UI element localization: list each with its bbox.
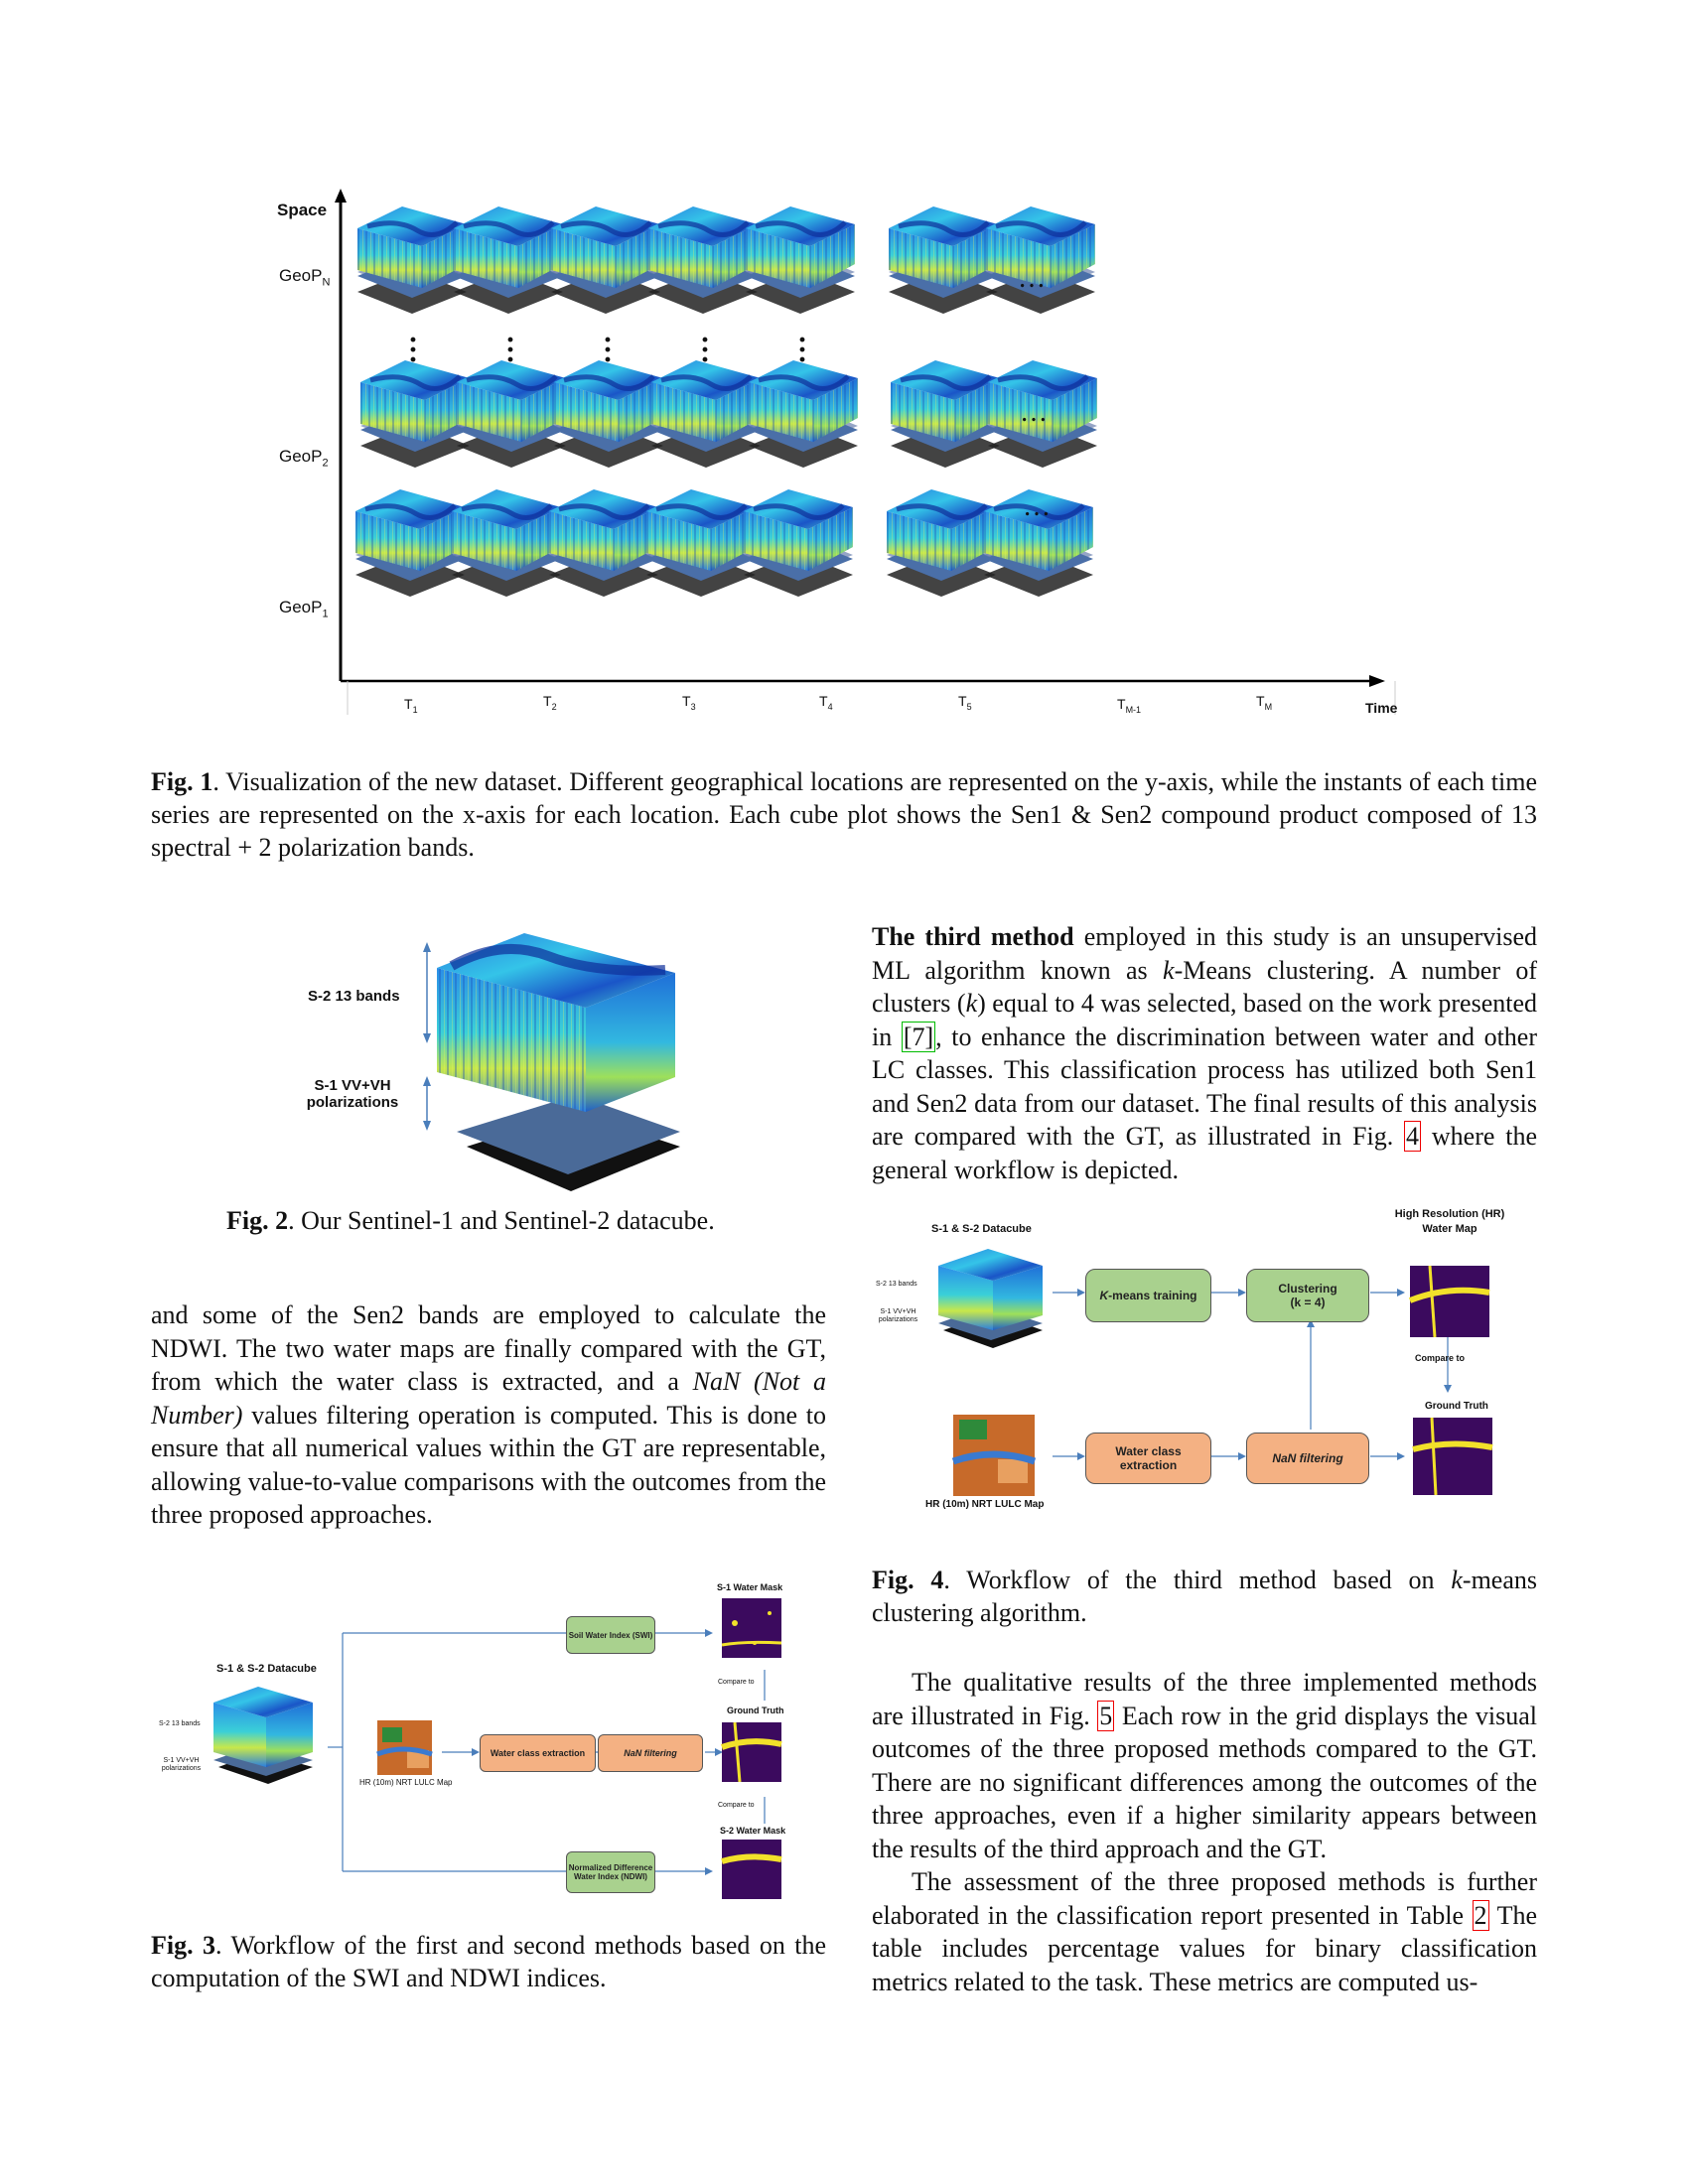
fig1-tick-tm: TM xyxy=(1256,693,1273,712)
fig1-tick-tm1: TM-1 xyxy=(1117,696,1142,715)
fig3-ndwi-box: Normalized Difference Water Index (NDWI) xyxy=(566,1851,655,1893)
fig3-datacube-title: S-1 & S-2 Datacube xyxy=(216,1663,317,1675)
fig4-lulc-label: HR (10m) NRT LULC Map xyxy=(925,1499,1045,1510)
fig1-vdots-1: · · · xyxy=(408,324,419,376)
figure-ref-5[interactable]: 5 xyxy=(1097,1700,1115,1731)
fig1-cube-grid xyxy=(273,189,1405,685)
figure-4: S-1 & S-2 Datacube S-2 13 bands S-1 VV+V… xyxy=(874,1208,1539,1519)
fig1-caption: Fig. 1. Visualization of the new dataset… xyxy=(151,767,1538,862)
fig3-s2-label: S-2 13 bands xyxy=(159,1720,201,1727)
fig1-ellipsis-row-n: … xyxy=(1018,263,1046,294)
table-ref-2[interactable]: 2 xyxy=(1472,1899,1489,1931)
fig2-s1-label: S-1 VV+VH polarizations xyxy=(306,1077,399,1111)
left-body-paragraph: and some of the Sen2 bands are employed … xyxy=(151,1300,826,1529)
fig1-y-axis-label: Space xyxy=(277,201,328,219)
cube-row-n xyxy=(357,206,1095,314)
fig1-row-label-2: GeoP2 xyxy=(279,447,329,470)
fig2-caption: Fig. 2. Our Sentinel-1 and Sentinel-2 da… xyxy=(226,1206,715,1235)
fig4-datacube-title: S-1 & S-2 Datacube xyxy=(931,1223,1032,1235)
qualitative-results-paragraph: The qualitative results of the three imp… xyxy=(872,1668,1537,1863)
fig4-caption: Fig. 4. Workflow of the third method bas… xyxy=(872,1566,1537,1627)
fig1-tick-t2: T2 xyxy=(543,693,557,712)
fig3-ground-truth-label: Ground Truth xyxy=(727,1706,784,1715)
fig4-compare-label: Compare to xyxy=(1415,1353,1466,1363)
citation-ref-7[interactable]: [7] xyxy=(901,1021,936,1052)
fig1-tick-t5: T5 xyxy=(958,693,972,712)
fig4-s1-label: S-1 VV+VH polarizations xyxy=(878,1308,918,1323)
fig2-s2-label: S-2 13 bands xyxy=(308,988,400,1005)
figure-3: S-1 & S-2 Datacube S-2 13 bands S-1 VV+V… xyxy=(149,1573,824,1906)
fig4-s2-label: S-2 13 bands xyxy=(876,1281,917,1288)
fig3-compare-1: Compare to xyxy=(718,1679,755,1686)
figure-2: S-2 13 bands S-1 VV+VH polarizations xyxy=(288,908,705,1191)
fig3-s2-mask-label: S-2 Water Mask xyxy=(720,1826,786,1836)
fig4-connectors xyxy=(938,1249,1493,1496)
assessment-paragraph: The assessment of the three proposed met… xyxy=(872,1867,1538,1996)
fig1-axes xyxy=(335,189,1396,715)
fig1-row-label-1: GeoP1 xyxy=(279,598,329,620)
fig1-tick-t4: T4 xyxy=(819,693,833,712)
fig1-vdots-2: · · · xyxy=(505,324,516,376)
fig3-compare-2: Compare to xyxy=(718,1802,755,1809)
fig1-row-label-n: GeoPN xyxy=(279,266,331,289)
fig3-connectors xyxy=(213,1598,782,1899)
figure-1: Space GeoPN GeoP2 GeoP1 … … … · · · · · · · ·… xyxy=(273,189,1405,730)
fig1-tick-t3: T3 xyxy=(682,693,696,712)
fig3-s1-mask-label: S-1 Water Mask xyxy=(717,1582,783,1592)
fig1-vdots-5: · · · xyxy=(797,324,808,376)
right-body-paragraph-2: The qualitative results of the three imp… xyxy=(872,1666,1537,1998)
cube-row-2 xyxy=(360,360,1097,468)
fig3-water-class-box: Water class extraction xyxy=(480,1734,596,1772)
cube-row-1 xyxy=(355,489,1093,597)
fig4-kmeans-box: K-means training xyxy=(1085,1269,1211,1322)
fig3-swi-box: Soil Water Index (SWI) xyxy=(566,1616,655,1654)
fig3-s1-label: S-1 VV+VH polarizations xyxy=(161,1757,202,1772)
fig1-vdots-4: · · · xyxy=(700,324,711,376)
fig1-tick-t1: T1 xyxy=(404,696,418,715)
fig4-water-class-box: Water class extraction xyxy=(1085,1433,1211,1484)
fig2-datacube xyxy=(423,933,680,1191)
fig1-ellipsis-row-2: … xyxy=(1020,397,1048,428)
right-body-paragraph: The third method employed in this study … xyxy=(872,922,1538,1184)
fig4-nan-box: NaN filtering xyxy=(1246,1433,1369,1484)
fig4-ground-truth-label: Ground Truth xyxy=(1425,1401,1488,1412)
fig3-caption: Fig. 3. Workflow of the first and second… xyxy=(151,1931,826,1992)
fig1-vdots-3: · · · xyxy=(603,324,614,376)
fig1-x-axis-label: Time xyxy=(1365,700,1398,716)
fig3-lulc-label: HR (10m) NRT LULC Map xyxy=(359,1778,453,1787)
fig1-ellipsis-row-1: … xyxy=(1023,491,1051,522)
fig4-hr-water-map-title: High Resolution (HR) Water Map xyxy=(1394,1208,1505,1235)
fig3-nan-box: NaN filtering xyxy=(598,1734,703,1772)
figure-ref-4[interactable]: 4 xyxy=(1404,1121,1422,1152)
fig4-clustering-box: Clustering (k = 4) xyxy=(1246,1269,1369,1322)
